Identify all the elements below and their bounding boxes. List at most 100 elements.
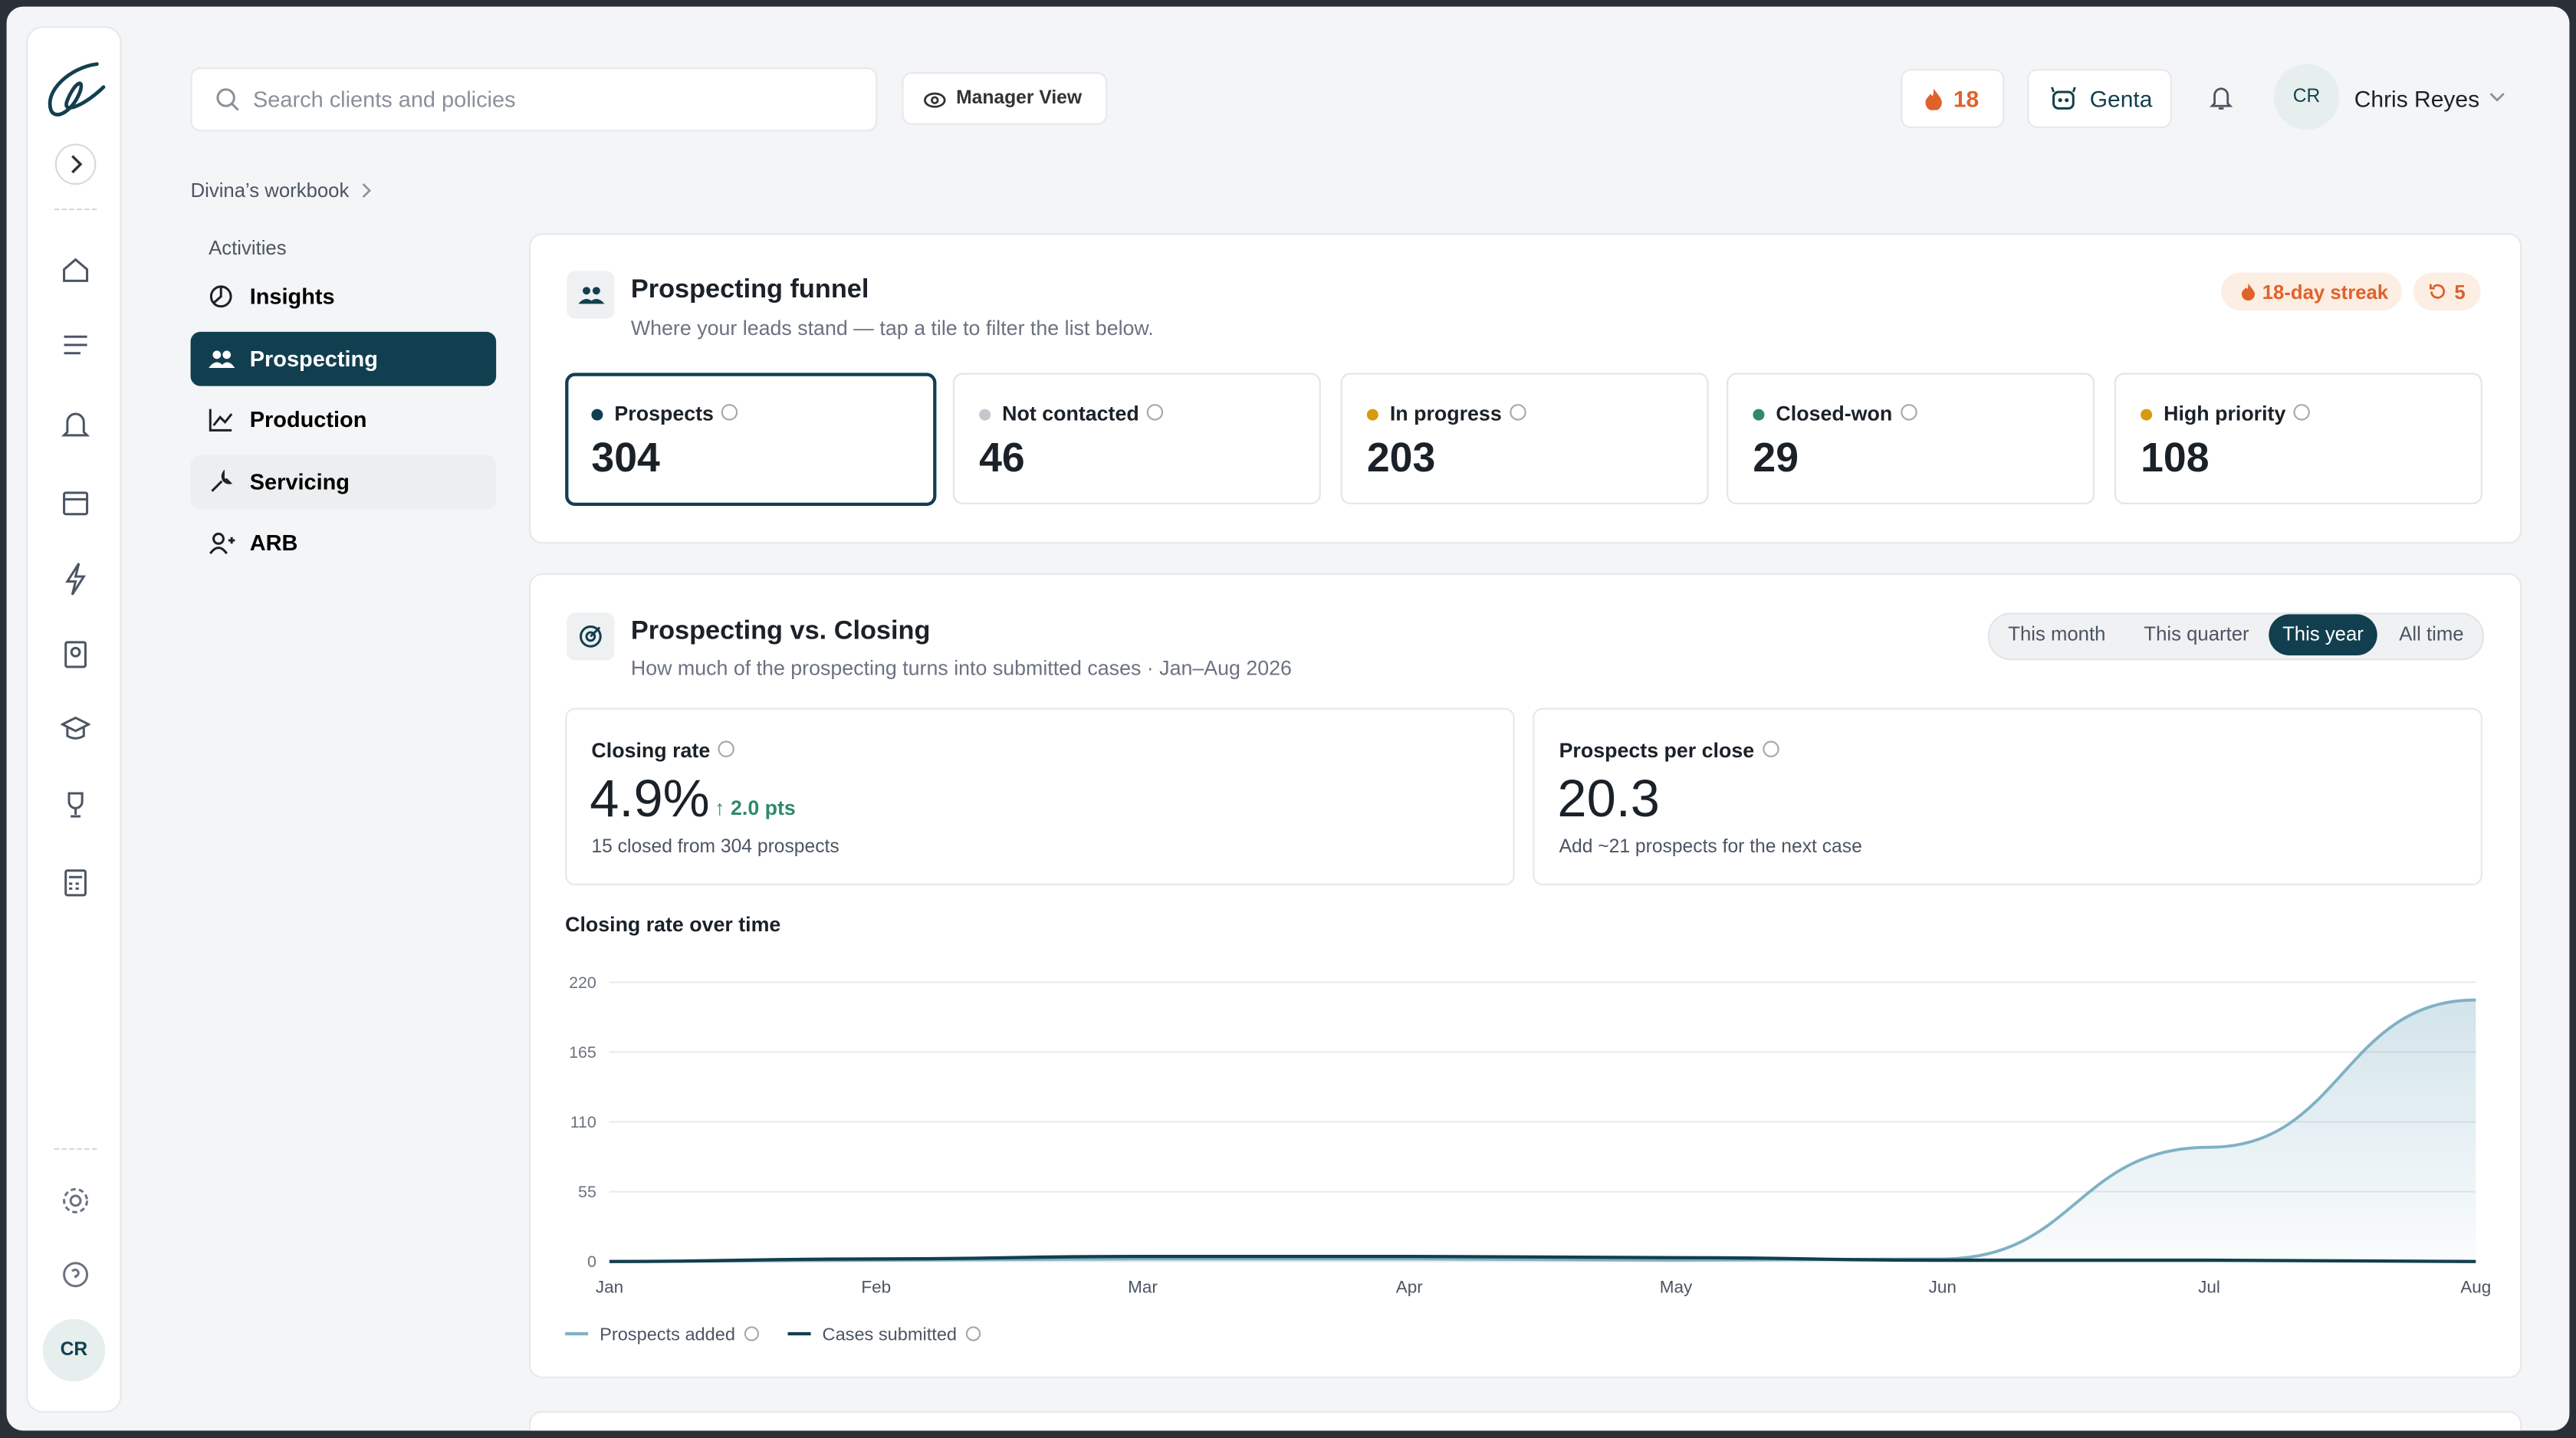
nav-item-hover[interactable]: Servicing: [190, 455, 497, 510]
metric-value: 4.9%: [590, 768, 710, 828]
breadcrumb[interactable]: Divina’s workbook: [190, 179, 350, 202]
streak-badge: 18-day streak: [2221, 272, 2402, 310]
closing-subtitle: How much of the prospecting turns into s…: [630, 657, 1292, 681]
metric-note: 15 closed from 304 prospects: [591, 837, 840, 858]
tile-label: High priority: [2164, 402, 2286, 425]
next-card: [529, 1410, 2522, 1431]
chart-title: Closing rate over time: [565, 913, 780, 936]
range-selector: This month This quarter This year All ti…: [1987, 612, 2484, 661]
search-icon: [216, 88, 239, 111]
notifications-bell[interactable]: [2210, 85, 2233, 110]
metric-delta: ↑ 2.0 pts: [715, 796, 796, 820]
y-tick-label: 55: [578, 1183, 596, 1201]
user-menu-chevron[interactable]: [2489, 90, 2505, 103]
streak-badge-label: 18-day streak: [2262, 281, 2389, 304]
nav-label: Insights: [249, 284, 335, 309]
eye-icon: [924, 92, 946, 108]
metric-label: Prospects per close: [1559, 739, 1755, 763]
funnel-tile[interactable]: Closed-won 29: [1727, 373, 2095, 504]
metric-value: 20.3: [1557, 768, 1660, 828]
streak-count: 18: [1953, 85, 1980, 112]
assistant-icon: [2051, 87, 2076, 110]
tile-label: Prospects: [614, 402, 714, 425]
nav-label: Prospecting: [249, 346, 378, 372]
refresh-badge-count: 5: [2454, 281, 2466, 304]
nav-item[interactable]: ARB: [191, 516, 497, 570]
assistant-label: Genta: [2089, 85, 2153, 112]
closing-chart: Closing rate over time 0 55 110 165 220 Jan Fe…: [565, 913, 2491, 1344]
breadcrumb-chevron: [362, 183, 371, 199]
search-placeholder: Search clients and policies: [253, 87, 516, 112]
tile-value: 203: [1366, 435, 1436, 481]
area: [610, 1000, 2476, 1262]
nav-heading: Activities: [209, 236, 287, 260]
tile-label: In progress: [1389, 402, 1502, 425]
screen: CR Search clients and policies Manager V…: [6, 6, 2570, 1431]
closing-title: Prospecting vs. Closing: [630, 617, 931, 646]
metric-label: Closing rate: [591, 739, 711, 763]
rail-footer-icons[interactable]: [61, 1186, 90, 1301]
x-tick-label: Jan: [596, 1277, 623, 1296]
refresh-badge: 5: [2413, 272, 2481, 310]
x-tick-label: Apr: [1396, 1277, 1424, 1296]
metric-note: Add ~21 prospects for the next case: [1559, 837, 1862, 858]
manager-view-label: Manager View: [956, 88, 1083, 109]
status-dot: [979, 409, 991, 421]
range-option-active[interactable]: This year: [2269, 614, 2377, 655]
nav-label: Servicing: [249, 469, 350, 494]
nav-label: Production: [249, 407, 367, 432]
streak-button[interactable]: 18: [1901, 69, 2005, 129]
y-tick-label: 110: [570, 1113, 596, 1131]
rail-icons[interactable]: [61, 254, 90, 944]
x-tick-label: Jul: [2198, 1277, 2220, 1296]
expand-button[interactable]: [54, 143, 97, 185]
range-option[interactable]: All time: [2399, 622, 2464, 646]
divider: [54, 208, 97, 211]
line: [609, 1254, 2476, 1263]
funnel-tile-selected[interactable]: Prospects 304: [565, 373, 937, 506]
status-dot: [1753, 409, 1765, 421]
y-tick-label: 165: [569, 1043, 596, 1062]
x-tick-label: May: [1660, 1277, 1693, 1296]
nav-label: ARB: [249, 530, 298, 556]
tile-label: Closed-won: [1776, 402, 1893, 425]
icon-rail: CR: [26, 26, 122, 1413]
user-avatar[interactable]: CR: [2273, 64, 2340, 130]
user-name[interactable]: Chris Reyes: [2354, 85, 2480, 112]
status-dot: [591, 409, 603, 421]
funnel-tile[interactable]: In progress 203: [1340, 373, 1709, 504]
metric-card: Closing rate 4.9% ↑ 2.0 pts 15 closed fr…: [565, 708, 1515, 885]
tile-value: 108: [2141, 435, 2210, 481]
manager-view-button[interactable]: Manager View: [902, 72, 1108, 125]
avatar[interactable]: CR: [42, 1318, 106, 1382]
metric-card: Prospects per close 20.3 Add ~21 prospec…: [1533, 708, 2482, 885]
range-option[interactable]: This month: [2008, 622, 2106, 646]
logo: [48, 62, 106, 117]
info-icon: [744, 1326, 760, 1341]
status-dot: [1366, 409, 1378, 421]
legend-label: Prospects added: [600, 1325, 735, 1344]
status-dot: [2141, 409, 2153, 421]
range-option[interactable]: This quarter: [2144, 622, 2249, 646]
assistant-button[interactable]: Genta: [2027, 69, 2172, 129]
search-box[interactable]: Search clients and policies: [190, 67, 878, 132]
funnel-tile[interactable]: High priority 108: [2114, 373, 2482, 504]
y-tick-label: 0: [587, 1253, 596, 1271]
x-tick-label: Jun: [1929, 1277, 1957, 1296]
tile-value: 46: [979, 435, 1025, 481]
x-tick-label: Feb: [861, 1277, 891, 1296]
nav-item[interactable]: Production: [191, 392, 497, 447]
divider: [54, 1147, 97, 1150]
nav-item[interactable]: Insights: [191, 269, 497, 323]
x-tick-label: Aug: [2460, 1277, 2491, 1296]
info-icon: [965, 1326, 981, 1341]
nav-item-active[interactable]: Prospecting: [190, 331, 497, 386]
tile-value: 304: [591, 435, 660, 481]
tile-label: Not contacted: [1002, 402, 1139, 425]
funnel-tile[interactable]: Not contacted 46: [952, 373, 1321, 504]
flame-icon: [1925, 88, 1942, 110]
x-tick-label: Mar: [1128, 1277, 1158, 1296]
funnel-icon: [567, 271, 615, 319]
